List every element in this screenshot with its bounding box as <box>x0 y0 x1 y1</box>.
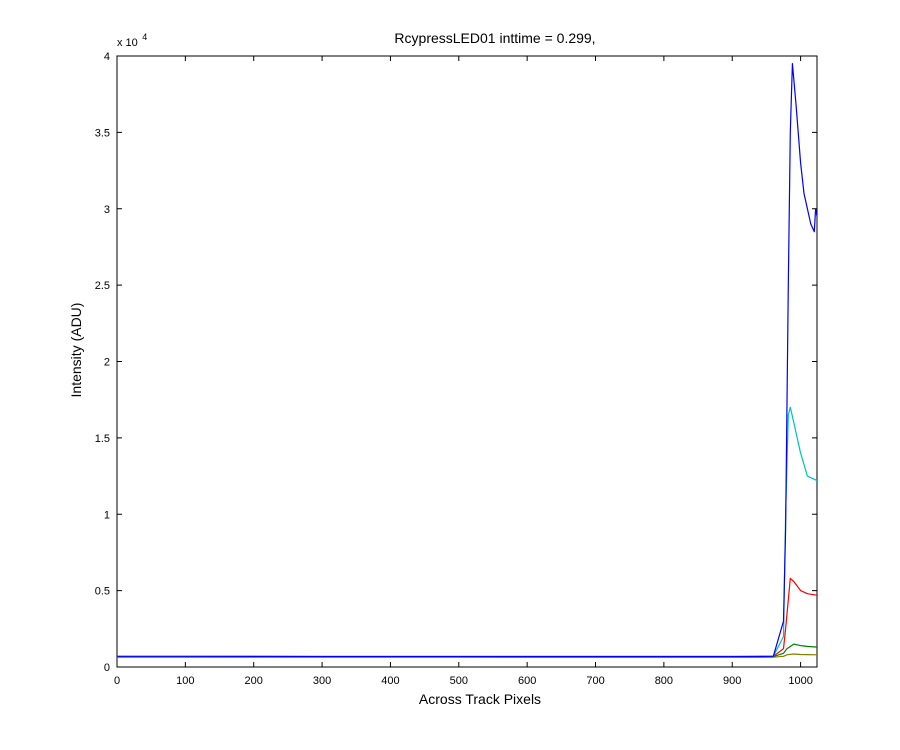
x-tick-label: 1000 <box>788 675 812 687</box>
y-tick-label: 0 <box>104 662 110 674</box>
x-tick-label: 900 <box>723 675 741 687</box>
series-line-5 <box>117 62 818 658</box>
y-axis-title: Intensity (ADU) <box>68 303 84 398</box>
y-axis-exponent: x 10 4 <box>117 32 147 50</box>
x-tick-label: 100 <box>176 675 194 687</box>
y-axis-exponent-power: 4 <box>142 32 147 42</box>
x-tick-label: 800 <box>655 675 673 687</box>
series-group <box>117 62 818 658</box>
y-tick-label: 4 <box>104 51 110 63</box>
y-tick-label: 2.5 <box>95 280 110 292</box>
x-tick-label: 700 <box>586 675 604 687</box>
x-tick-label: 300 <box>313 675 331 687</box>
x-axis-title: Across Track Pixels <box>419 691 541 707</box>
y-tick-label: 0.5 <box>95 586 110 598</box>
y-tick-label: 1.5 <box>95 433 110 445</box>
x-tick-label: 400 <box>381 675 399 687</box>
plot-area <box>116 55 818 668</box>
x-tick-label: 0 <box>114 675 120 687</box>
y-tick-label: 2 <box>104 357 110 369</box>
x-tick-label: 600 <box>518 675 536 687</box>
chart-title: RcypressLED01 inttime = 0.299, <box>394 30 595 46</box>
x-tick-label: 200 <box>245 675 263 687</box>
y-axis-exponent-base: x 10 <box>117 37 138 49</box>
y-tick-label: 1 <box>104 509 110 521</box>
x-axis: 0 100 200 300 400 500 600 700 800 900 1000 <box>114 56 813 687</box>
y-tick-label: 3.5 <box>95 127 110 139</box>
y-tick-label: 3 <box>104 204 110 216</box>
y-axis: 0 0.5 1 1.5 2 2.5 3 3.5 4 <box>95 51 817 674</box>
x-tick-label: 500 <box>450 675 468 687</box>
